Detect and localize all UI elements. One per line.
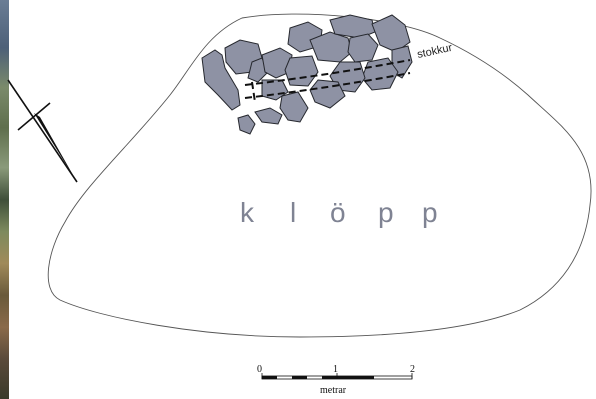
scale-unit: metrar [320, 385, 347, 396]
stone [309, 79, 346, 109]
area-word-letter: l [290, 197, 296, 228]
scale-tick-label: 1 [333, 364, 338, 375]
stone [347, 33, 379, 63]
scale-bar: 0 1 2 metrar [257, 364, 415, 396]
area-word: k l ö p p [240, 197, 438, 228]
area-word-letter: p [378, 197, 394, 228]
stone [284, 55, 319, 87]
stone [247, 57, 269, 83]
scale-tick-label: 0 [257, 364, 262, 375]
mound-outline [47, 13, 592, 338]
area-word-letter: ö [330, 197, 346, 228]
stone [201, 49, 241, 111]
beam-label: stokkur [416, 42, 454, 61]
scale-tick-label: 2 [410, 364, 415, 375]
north-arrow-icon [7, 79, 78, 183]
stone [237, 114, 256, 135]
stone-cluster [201, 14, 413, 135]
beam [244, 59, 411, 103]
photo-edge-strip [0, 0, 9, 399]
stone [254, 107, 283, 125]
stone [279, 91, 309, 123]
area-word-letter: p [422, 197, 438, 228]
area-word-letter: k [240, 197, 255, 228]
stone [371, 14, 411, 53]
